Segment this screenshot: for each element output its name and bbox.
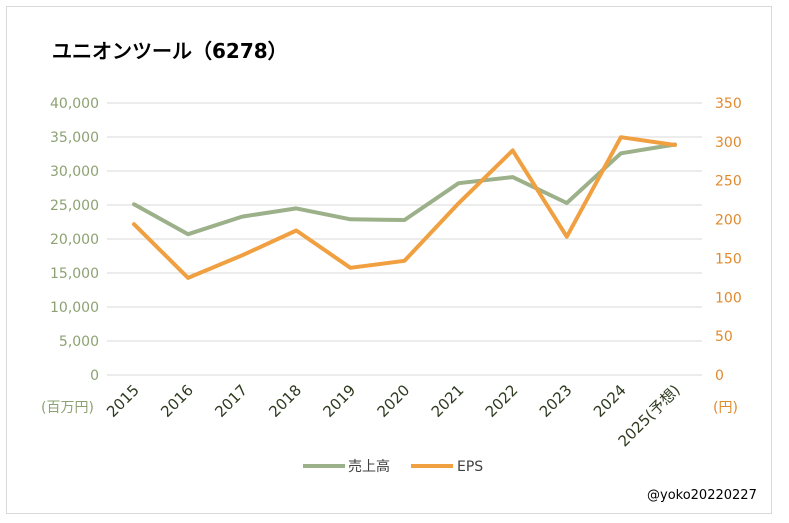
x-tick-label: 2016 [157, 381, 197, 421]
left-tick-label: 0 [90, 368, 99, 384]
left-tick-label: 15,000 [50, 266, 99, 282]
chart-frame: ユニオンツール（6278） 0 5,000 10,000 15,000 20,000 25… [6, 6, 772, 514]
right-tick-label: 50 [715, 329, 733, 345]
grid [107, 102, 702, 376]
left-tick-label: 40,000 [50, 96, 99, 112]
series-line-eps [132, 135, 677, 280]
right-tick-label: 200 [715, 213, 742, 229]
right-axis-unit: (円) [713, 400, 738, 416]
legend-label-sales: 売上高 [348, 458, 390, 475]
right-tick-label: 250 [715, 174, 742, 190]
credit-text: @yoko20220227 [647, 488, 757, 503]
right-tick-label: 300 [715, 135, 742, 151]
x-tick-label: 2017 [211, 381, 251, 421]
x-tick-label: 2015 [103, 381, 143, 421]
left-tick-label: 25,000 [50, 198, 99, 214]
legend: 売上高 EPS [303, 458, 483, 475]
left-tick-label: 35,000 [50, 130, 99, 146]
right-axis-ticks: 0 50 100 150 200 250 300 350 [715, 96, 742, 384]
left-tick-label: 5,000 [59, 334, 99, 350]
right-tick-label: 100 [715, 290, 742, 306]
left-tick-label: 30,000 [50, 164, 99, 180]
line-chart: ユニオンツール（6278） 0 5,000 10,000 15,000 20,000 25… [41, 39, 757, 503]
left-tick-label: 10,000 [50, 300, 99, 316]
x-tick-label: 2019 [320, 381, 360, 421]
x-tick-label: 2021 [428, 381, 468, 421]
series-line-sales [132, 142, 677, 237]
chart-title: ユニオンツール（6278） [52, 39, 288, 63]
x-tick-label: 2018 [265, 381, 305, 421]
right-tick-label: 350 [715, 96, 742, 112]
left-axis-unit: (百万円) [41, 400, 94, 416]
right-tick-label: 150 [715, 251, 742, 267]
x-tick-label: 2023 [536, 381, 576, 421]
x-tick-label: 2022 [482, 381, 522, 421]
x-tick-label: 2020 [374, 381, 414, 421]
x-axis-ticks: 2015 2016 2017 2018 2019 2020 2021 2022 2023 2024… [103, 381, 684, 450]
legend-label-eps: EPS [457, 459, 483, 475]
x-tick-label: 2024 [590, 381, 630, 421]
left-axis-ticks: 0 5,000 10,000 15,000 20,000 25,000 30,000 35,0… [50, 96, 99, 384]
left-tick-label: 20,000 [50, 232, 99, 248]
series-lines [132, 135, 677, 280]
right-tick-label: 0 [715, 368, 724, 384]
